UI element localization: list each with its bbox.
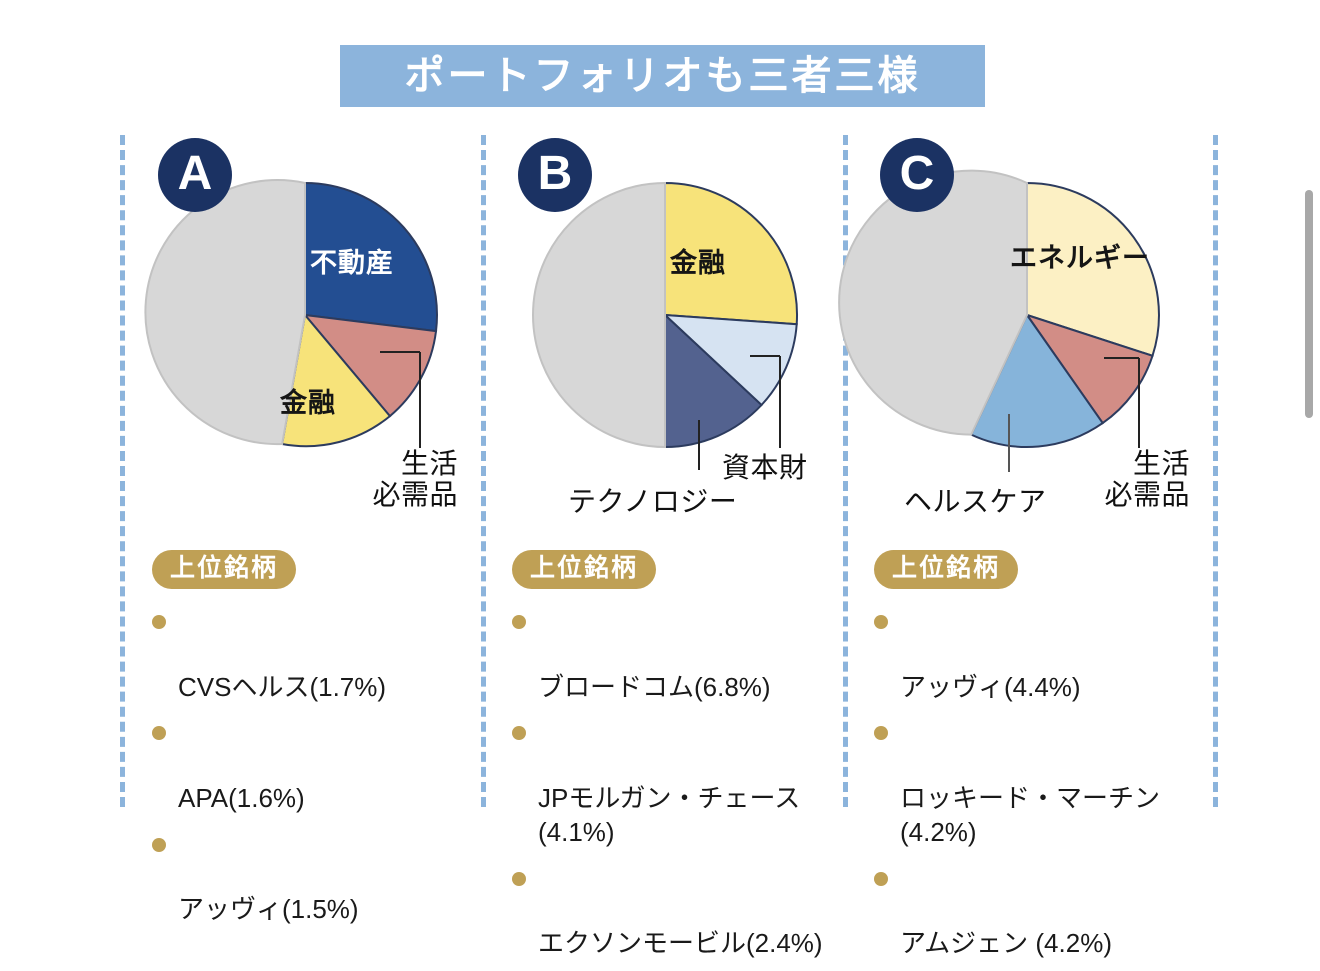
panel-a: A 不動産 金融 生活 必需品 上位銘柄 CVSヘルス(1.7%) [140,130,485,924]
pie-label-real-estate: 不動産 [310,248,394,278]
callout-industrials: 資本財 [722,452,808,483]
bullet-icon [152,615,166,629]
callout-healthcare: ヘルスケア [904,486,1047,517]
pie-slice-energy [1026,181,1160,358]
divider-left [120,135,125,807]
pie-label-financials: 金融 [670,248,726,278]
holding-label: アッヴィ(1.5%) [178,894,359,925]
callout-staples: 生活 必需品 [372,448,458,511]
divider-right [1213,135,1218,807]
panel-c: C エネルギー 生活 必需品 ヘルスケア 上位銘柄 アッヴィ(4.4%) [838,130,1207,958]
holding-label: エクソンモービル(2.4%) [538,928,823,959]
pie-slice-other [838,169,1028,436]
holding-label: JPモルガン・チェース (4.1%) [538,782,801,847]
pie-slice-industrials [662,313,798,407]
pie-label-financials: 金融 [280,388,336,418]
pie-slice-healthcare [969,313,1105,448]
holding-item: アムジェン (4.2%) [874,860,1212,961]
page-title-banner: ポートフォリオも三者三様 [340,45,985,107]
bullet-icon [152,837,166,852]
holdings-block-b: 上位銘柄 ブロードコム(6.8%) JPモルガン・チェース (4.1%) エクソ… [512,550,850,971]
bullet-icon [874,726,888,741]
holdings-heading: 上位銘柄 [512,550,657,589]
bullet-icon [874,871,888,886]
holding-label: APA(1.6%) [178,782,305,813]
callout-staples: 生活 必需品 [1104,448,1190,511]
holding-label: CVSヘルス(1.7%) [178,671,387,702]
pie-svg-b [532,181,799,470]
panel-badge-b: B [518,138,592,212]
holding-item: JPモルガン・チェース (4.1%) [512,714,850,849]
page-title: ポートフォリオも三者三様 [404,54,921,98]
pie-slice-financials [280,312,392,448]
holding-label: ロッキード・マーチン (4.2%) [900,782,1161,847]
holding-item: ロッキード・マーチン (4.2%) [874,714,1212,849]
pie-chart-a [144,179,440,450]
panel-badge-c: C [880,138,954,212]
holding-item: アッヴィ(4.4%) [874,603,1212,704]
pie-svg-c [838,169,1160,472]
panel-b: B 金融 資本財 テクノロジー 上位銘柄 ブロードコム(6.8%) [500,130,845,958]
holding-item: CVSヘルス(1.7%) [152,603,490,704]
holding-label: アムジェン (4.2%) [900,928,1112,959]
bullet-icon [874,615,888,629]
pie-slice-other [144,179,306,446]
pie-chart-b [530,180,800,470]
holding-label: ブロードコム(6.8%) [538,671,771,702]
holdings-list-b: ブロードコム(6.8%) JPモルガン・チェース (4.1%) エクソンモービル… [512,603,850,961]
holding-item: エクソンモービル(2.4%) [512,860,850,961]
pie-label-energy: エネルギー [1010,243,1150,273]
pie-slice-staples [1024,313,1154,425]
panel-badge-letter: B [537,146,573,200]
pie-slice-other [532,181,666,449]
panel-badge-letter: C [899,146,935,200]
bullet-icon [512,871,526,886]
holdings-heading: 上位銘柄 [874,550,1019,589]
scrollbar-thumb[interactable] [1305,190,1313,418]
holding-item: アッヴィ(1.5%) [152,826,490,927]
pie-chart-c [838,169,1162,472]
divider-b-c [843,135,848,807]
pie-slice-financials [664,181,799,326]
bullet-icon [512,726,526,741]
holdings-list-a: CVSヘルス(1.7%) APA(1.6%) アッヴィ(1.5%) [152,603,490,927]
pie-slice-technology [664,312,763,449]
holding-label: アッヴィ(4.4%) [900,671,1081,702]
panel-badge-letter: A [177,146,213,200]
holding-item: APA(1.6%) [152,714,490,815]
divider-a-b [481,135,486,807]
bullet-icon [512,615,526,629]
panel-badge-a: A [158,138,232,212]
holding-item: ブロードコム(6.8%) [512,603,850,704]
holdings-heading: 上位銘柄 [152,550,297,589]
holdings-block-a: 上位銘柄 CVSヘルス(1.7%) APA(1.6%) アッヴィ(1.5%) [152,550,490,937]
holdings-list-c: アッヴィ(4.4%) ロッキード・マーチン (4.2%) アムジェン (4.2%… [874,603,1212,961]
pie-svg-a [144,179,438,448]
pie-slice-real-estate [304,181,438,333]
holdings-block-c: 上位銘柄 アッヴィ(4.4%) ロッキード・マーチン (4.2%) アムジェン … [874,550,1212,971]
callout-technology: テクノロジー [568,486,738,517]
bullet-icon [152,726,166,741]
